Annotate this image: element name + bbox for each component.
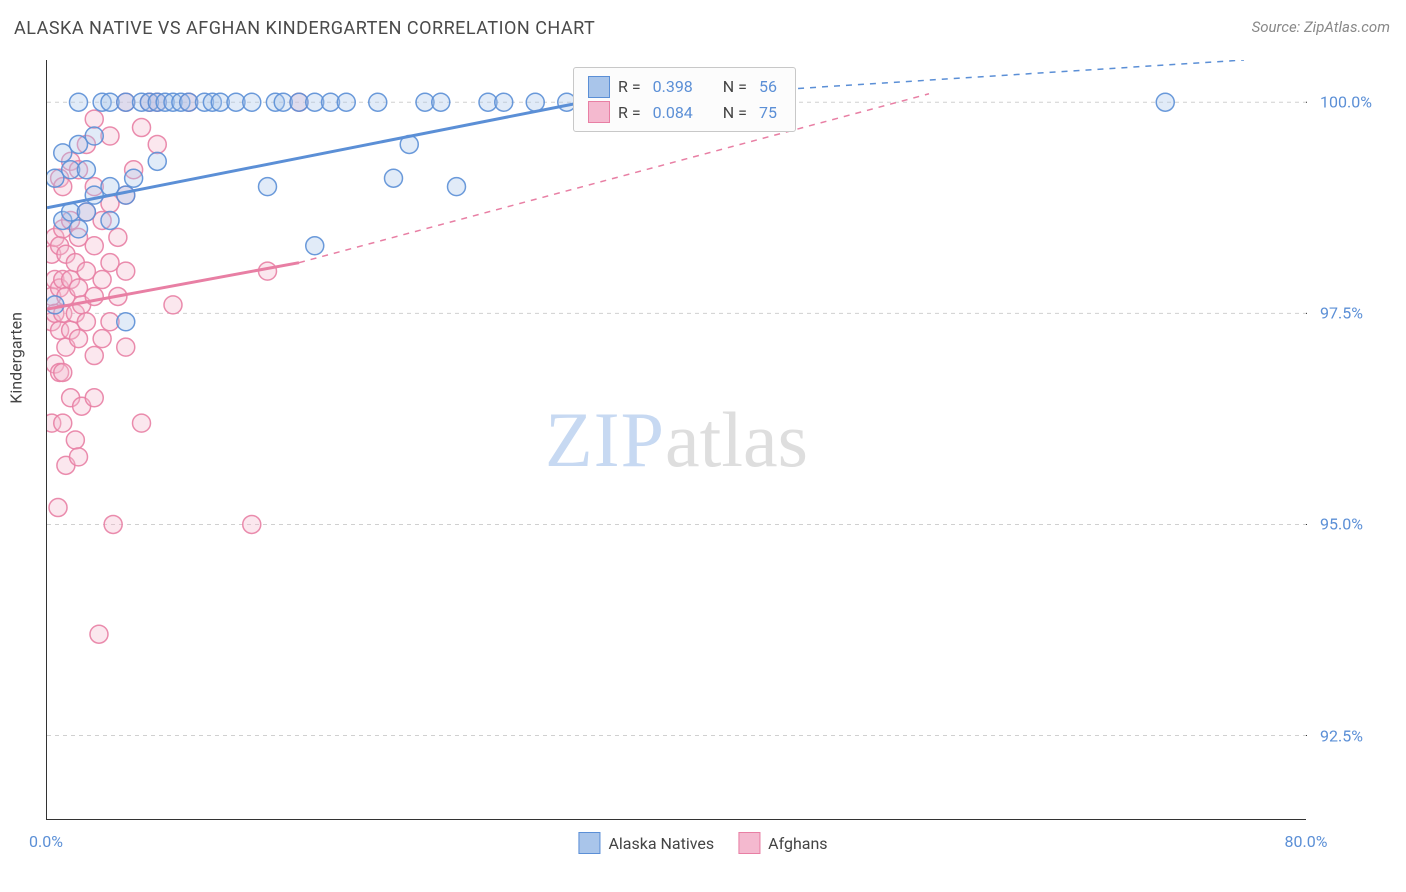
chart-source: Source: ZipAtlas.com xyxy=(1252,18,1390,36)
legend-series: Alaska Natives Afghans xyxy=(578,832,827,854)
legend-swatch xyxy=(578,832,600,854)
legend-r-value: 0.398 xyxy=(653,74,693,100)
legend-stat-row: R = 0.084 N = 75 xyxy=(588,100,781,126)
ytick-label: 95.0% xyxy=(1320,515,1363,534)
legend-stats: R = 0.398 N = 56 R = 0.084 N = 75 xyxy=(573,67,796,132)
chart-container: ALASKA NATIVE VS AFGHAN KINDERGARTEN COR… xyxy=(0,0,1406,892)
xtick-label: 0.0% xyxy=(29,832,63,851)
legend-r-value: 0.084 xyxy=(653,100,693,126)
legend-series-label: Alaska Natives xyxy=(608,834,714,853)
legend-n-label: N = xyxy=(723,74,747,100)
plot-area: ZIPatlas xyxy=(46,60,1306,820)
legend-n-label: N = xyxy=(723,100,747,126)
legend-stat-row: R = 0.398 N = 56 xyxy=(588,74,781,100)
watermark-atlas: atlas xyxy=(665,396,808,483)
watermark: ZIPatlas xyxy=(545,395,808,485)
ytick-label: 92.5% xyxy=(1320,726,1363,745)
chart-title: ALASKA NATIVE VS AFGHAN KINDERGARTEN COR… xyxy=(14,18,595,39)
legend-swatch xyxy=(588,76,610,98)
legend-series-item: Alaska Natives xyxy=(578,832,714,854)
ytick-label: 97.5% xyxy=(1320,304,1363,323)
legend-swatch xyxy=(588,101,610,123)
ytick-label: 100.0% xyxy=(1320,93,1372,112)
legend-swatch xyxy=(738,832,760,854)
xtick-label: 80.0% xyxy=(1285,832,1328,851)
legend-r-label: R = xyxy=(618,100,641,126)
legend-series-item: Afghans xyxy=(738,832,827,854)
watermark-zip: ZIP xyxy=(545,396,665,483)
legend-r-label: R = xyxy=(618,74,641,100)
legend-series-label: Afghans xyxy=(768,834,827,853)
legend-n-value: 56 xyxy=(759,74,777,100)
y-axis-label: Kindergarten xyxy=(7,312,26,404)
chart-svg xyxy=(47,60,1307,820)
legend-n-value: 75 xyxy=(759,100,777,126)
